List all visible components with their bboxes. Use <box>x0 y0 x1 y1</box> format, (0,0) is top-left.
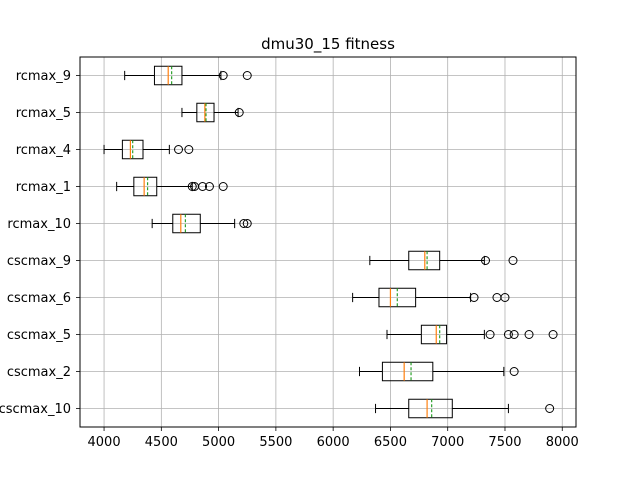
outlier-point <box>545 404 555 413</box>
x-tick-label: 5000 <box>202 435 235 450</box>
outlier-point <box>187 182 197 191</box>
plot-area-frame <box>79 56 577 428</box>
outlier-point <box>242 71 252 80</box>
x-tick-label: 7000 <box>431 435 464 450</box>
outlier-point <box>548 330 558 339</box>
x-tick-label: 8000 <box>546 435 579 450</box>
outlier-point <box>481 256 491 265</box>
y-tick-label: rcmax_1 <box>16 180 71 195</box>
box-series <box>103 65 558 419</box>
iqr-box <box>381 361 434 382</box>
boxplot-rcmax_1 <box>116 176 228 197</box>
outlier-point <box>234 108 244 117</box>
outlier-point <box>218 71 228 80</box>
outlier-point <box>204 182 214 191</box>
boxplot-cscmax_6 <box>352 287 510 308</box>
boxplot-cscmax_10 <box>375 398 555 419</box>
outlier-point <box>503 330 513 339</box>
x-tick-label: 4000 <box>88 435 121 450</box>
iqr-box <box>172 213 201 234</box>
outlier-point <box>485 330 495 339</box>
x-tick-label: 6500 <box>374 435 407 450</box>
axes: 4000 4500 5000 5500 6000 6500 7000 7500 8000 rcma… <box>0 69 579 450</box>
y-tick-label: rcmax_5 <box>16 106 71 121</box>
boxplot-cscmax_9 <box>369 250 518 271</box>
outlier-point <box>239 219 249 228</box>
x-tick-label: 5500 <box>259 435 292 450</box>
outlier-point <box>218 182 228 191</box>
outlier-point <box>509 367 519 376</box>
boxplot-rcmax_9 <box>124 65 252 86</box>
boxplot-cscmax_2 <box>359 361 519 382</box>
iqr-box <box>133 176 158 197</box>
y-tick-label: cscmax_10 <box>0 402 71 417</box>
iqr-box <box>408 398 453 419</box>
y-tick-label: cscmax_6 <box>7 291 71 306</box>
boxplot-rcmax_4 <box>103 139 194 160</box>
outlier-point <box>500 293 510 302</box>
outlier-point <box>469 293 479 302</box>
y-tick-label: cscmax_5 <box>7 328 71 343</box>
x-tick-label: 7500 <box>488 435 521 450</box>
boxplot-cscmax_5 <box>386 324 558 345</box>
y-tick-label: cscmax_9 <box>7 254 71 269</box>
outlier-point <box>242 219 252 228</box>
outlier-point <box>198 182 208 191</box>
y-tick-label: rcmax_4 <box>16 143 71 158</box>
iqr-box <box>420 324 448 345</box>
outlier-point <box>524 330 534 339</box>
outlier-point <box>509 330 519 339</box>
y-tick-label: rcmax_9 <box>16 69 71 84</box>
boxplot-rcmax_10 <box>151 213 252 234</box>
outlier-point <box>174 145 184 154</box>
outlier-point <box>184 145 194 154</box>
outlier-point <box>508 256 518 265</box>
chart-title: dmu30_15 fitness <box>261 35 395 54</box>
x-tick-label: 4500 <box>145 435 178 450</box>
y-tick-label: cscmax_2 <box>7 365 71 380</box>
boxplot-rcmax_5 <box>181 102 244 123</box>
x-tick-label: 6000 <box>317 435 350 450</box>
y-tick-label: rcmax_10 <box>7 217 71 232</box>
